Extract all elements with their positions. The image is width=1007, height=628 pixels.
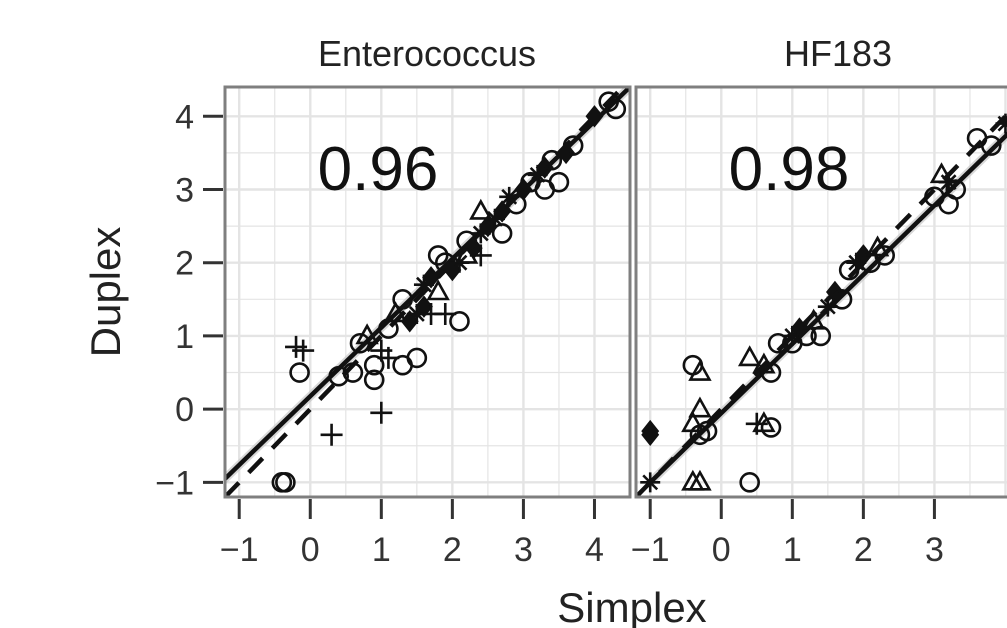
y-tick-label: 0 [175,391,194,429]
panel-hf183: HF183 0.98 −1 0 1 2 3 [631,33,1007,569]
correlation-label: 0.96 [318,135,439,204]
x-tick-label: 4 [585,531,604,569]
panel-enterococcus: Enterococcus 0.96 −1 0 1 2 3 4 [220,33,630,569]
x-axis: −1 0 1 2 3 4 [220,499,604,569]
x-axis: −1 0 1 2 3 [631,499,944,569]
x-tick-label: 2 [443,531,462,569]
x-tick-label: −1 [220,531,259,569]
x-tick-label: 2 [854,531,873,569]
facet-title: HF183 [784,33,892,74]
y-tick-label: −1 [155,464,194,502]
correlation-label: 0.98 [729,135,850,204]
y-axis-title: Duplex [82,227,129,358]
x-tick-label: −1 [631,531,670,569]
facet-title: Enterococcus [318,33,536,74]
data-point-star [640,472,660,492]
y-tick-label: 4 [175,98,194,136]
y-axis: −1 0 1 2 3 4 [155,98,223,502]
y-tick-label: 2 [175,245,194,283]
x-tick-label: 0 [301,531,320,569]
x-tick-label: 0 [712,531,731,569]
x-tick-label: 1 [372,531,391,569]
y-tick-label: 3 [175,172,194,210]
x-tick-label: 1 [783,531,802,569]
x-axis-title: Simplex [557,584,706,628]
x-tick-label: 3 [925,531,944,569]
y-tick-label: 1 [175,318,194,356]
x-tick-label: 3 [514,531,533,569]
